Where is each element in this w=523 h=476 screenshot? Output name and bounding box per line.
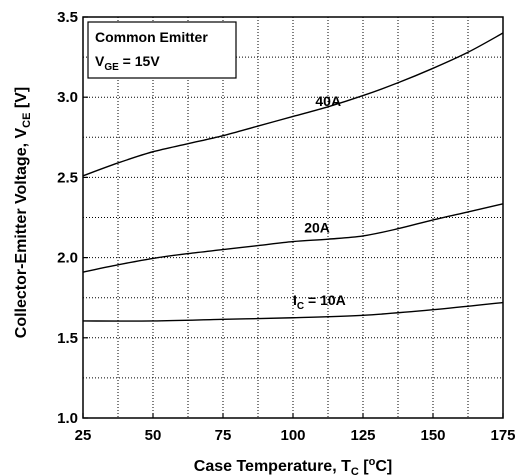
series-label-40a: 40A xyxy=(315,93,341,109)
y-tick-label: 3.5 xyxy=(57,9,78,26)
series-label-10a-end: = 10A xyxy=(304,292,346,308)
legend-box xyxy=(87,21,237,79)
legend: Common Emitter VGE = 15V xyxy=(87,21,237,79)
x-tick-label: 175 xyxy=(490,427,515,444)
y-tick-label: 2.5 xyxy=(57,169,78,186)
y-axis-title: Collector-Emitter Voltage, VCE [V] xyxy=(13,87,33,338)
y-tick-labels: 1.0 1.5 2.0 2.5 3.0 3.5 xyxy=(57,9,78,427)
series-curves xyxy=(82,32,504,322)
grid-lines xyxy=(83,17,503,418)
series-label-20a: 20A xyxy=(304,219,330,235)
series-line-10a xyxy=(82,301,504,322)
series-label-10a: IC = 10A xyxy=(293,292,346,312)
series-label-10a-sub: C xyxy=(297,301,304,312)
x-axis-title: Case Temperature, TC [oC] xyxy=(194,456,392,476)
x-tick-label: 125 xyxy=(350,427,375,444)
y-tick-label: 3.0 xyxy=(57,89,78,106)
x-tick-label: 50 xyxy=(145,427,162,444)
x-tick-label: 25 xyxy=(75,427,92,444)
tick-marks xyxy=(82,16,504,419)
x-tick-label: 75 xyxy=(215,427,232,444)
x-tick-label: 150 xyxy=(420,427,445,444)
x-tick-label: 100 xyxy=(280,427,305,444)
legend-line2: VGE = 15V xyxy=(95,53,160,73)
series-line-20a xyxy=(82,203,504,273)
legend-line2-end: = 15V xyxy=(119,53,161,69)
legend-line2-main: V xyxy=(95,53,105,69)
series-label-10a-main: I xyxy=(293,292,297,308)
series-line-40a xyxy=(82,32,504,177)
y-tick-label: 1.0 xyxy=(57,410,78,427)
legend-line2-sub: GE xyxy=(104,62,119,73)
y-tick-label: 2.0 xyxy=(57,250,78,267)
y-tick-label: 1.5 xyxy=(57,330,78,347)
x-tick-labels: 25 50 75 100 125 150 175 xyxy=(75,427,516,444)
legend-line1: Common Emitter xyxy=(95,29,208,45)
